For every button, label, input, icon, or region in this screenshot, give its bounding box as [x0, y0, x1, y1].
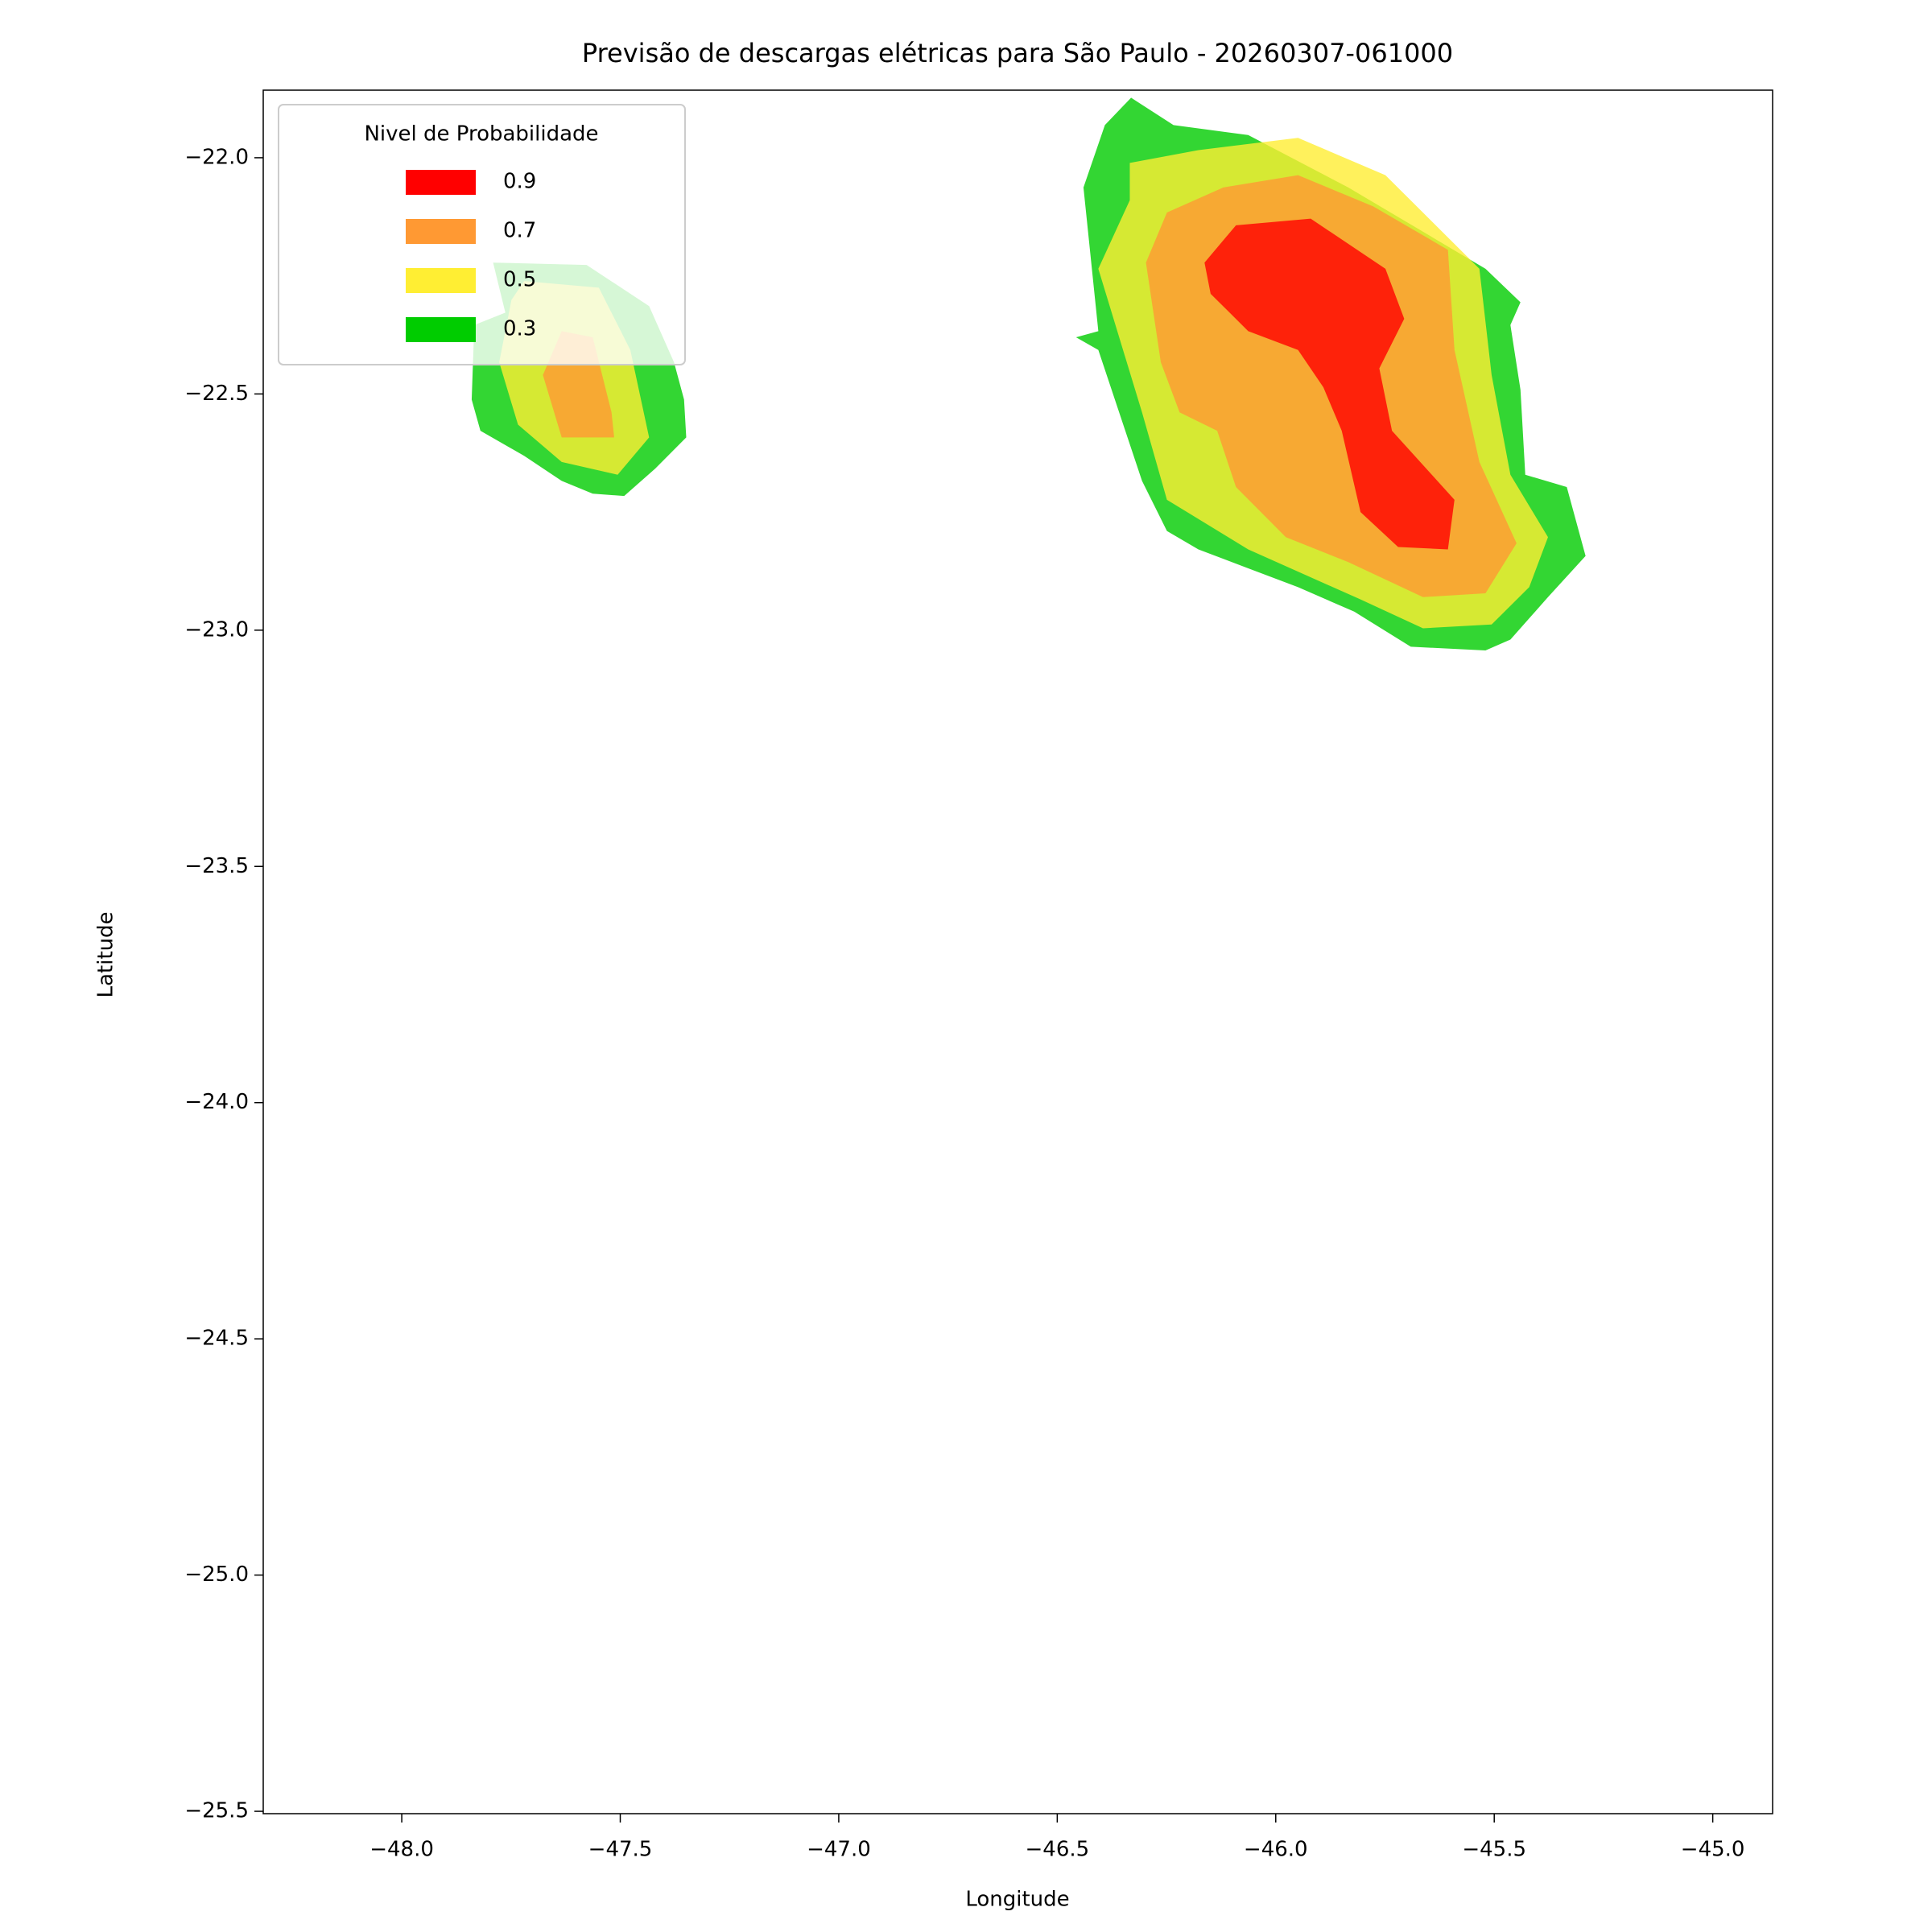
legend-title: Nivel de Probabilidade	[364, 122, 598, 147]
plot-frame	[262, 89, 1773, 1814]
legend-swatch	[406, 170, 476, 195]
x-tick-label: −46.0	[1244, 1838, 1308, 1862]
y-tick-label: −24.5	[184, 1327, 249, 1351]
y-tick-label: −23.0	[184, 617, 249, 642]
contour-region	[1204, 218, 1455, 550]
y-tick-label: −22.5	[184, 382, 249, 406]
x-tick-label: −48.0	[369, 1838, 434, 1862]
legend-swatch	[406, 219, 476, 244]
legend-box	[278, 104, 686, 365]
legend-label: 0.9	[503, 170, 536, 194]
y-tick-label: −22.0	[184, 145, 249, 169]
x-tick-label: −45.5	[1462, 1838, 1526, 1862]
y-tick-label: −25.0	[184, 1563, 249, 1587]
x-tick-label: −47.0	[807, 1838, 871, 1862]
y-tick-label: −23.5	[184, 854, 249, 878]
legend-swatch	[406, 268, 476, 293]
y-tick-label: −24.0	[184, 1090, 249, 1114]
x-tick-label: −46.5	[1026, 1838, 1090, 1862]
chart-title: Previsão de descargas elétricas para São…	[582, 38, 1453, 68]
legend: Nivel de Probabilidade 0.9 0.7 0.5 0.3	[278, 104, 686, 365]
legend-label: 0.3	[503, 317, 536, 341]
y-tick-label: −25.5	[184, 1799, 249, 1823]
x-tick-label: −45.0	[1681, 1838, 1745, 1862]
x-axis-label: Longitude	[965, 1888, 1069, 1912]
legend-label: 0.5	[503, 268, 536, 292]
legend-label: 0.7	[503, 219, 536, 243]
y-axis-label: Latitude	[94, 911, 118, 997]
x-tick-label: −47.5	[588, 1838, 653, 1862]
legend-swatch	[406, 317, 476, 342]
